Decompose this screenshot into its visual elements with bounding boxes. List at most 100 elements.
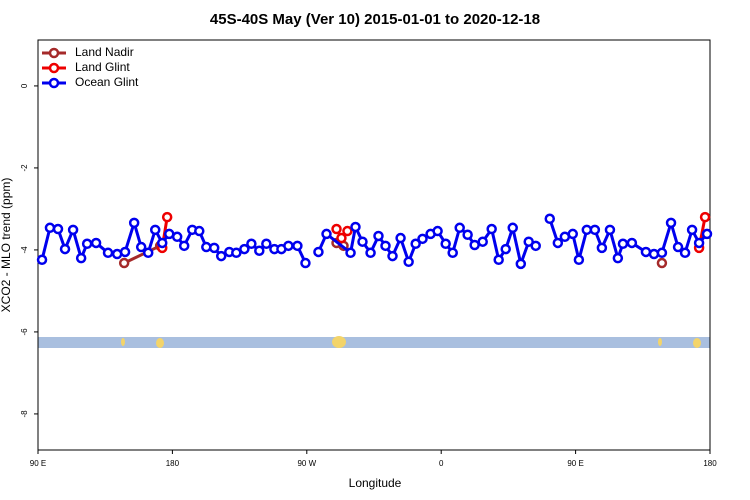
data-point [567, 228, 579, 240]
data-point [440, 238, 451, 250]
data-point [410, 238, 421, 250]
data-point [417, 233, 428, 245]
data-point [507, 222, 518, 234]
y-tick-label: -2 [20, 164, 29, 172]
data-point [342, 225, 353, 237]
y-tick-label: -8 [20, 410, 29, 418]
data-point [432, 225, 443, 237]
y-tick-label: -6 [20, 328, 29, 336]
data-point [656, 257, 668, 269]
y-axis-label: XCO2 - MLO trend (ppm) [0, 178, 13, 313]
data-point [194, 225, 205, 237]
data-point [544, 213, 556, 225]
data-point [552, 237, 564, 249]
data-point [178, 240, 190, 252]
data-point [81, 238, 93, 250]
data-point [373, 230, 384, 242]
data-point [596, 242, 608, 254]
data-point [604, 224, 616, 236]
data-point [462, 229, 473, 240]
data-point [686, 224, 698, 236]
data-point [128, 217, 140, 229]
x-tick-label: 90 E [567, 459, 583, 468]
chart-title: 45S-40S May (Ver 10) 2015-01-01 to 2020-… [210, 11, 540, 28]
data-point [581, 224, 593, 236]
y-tick-label: -4 [20, 246, 29, 254]
data-point [254, 245, 265, 256]
data-point [300, 257, 311, 269]
data-point [59, 243, 71, 255]
x-tick-label: 90 E [30, 459, 46, 468]
data-point [36, 254, 48, 266]
legend-marker [48, 62, 60, 74]
legend-marker [48, 47, 60, 59]
series-line [123, 244, 161, 265]
data-point [52, 223, 64, 235]
y-tick-label: 0 [20, 83, 29, 88]
data-point [626, 237, 638, 249]
plot-frame [37, 39, 711, 451]
data-point [500, 243, 511, 255]
data-point [345, 247, 356, 259]
x-tick-label: 90 W [297, 459, 316, 468]
x-tick-label: 180 [703, 459, 717, 468]
data-point [530, 240, 541, 252]
data-point [395, 232, 406, 244]
x-tick-label: 0 [439, 459, 444, 468]
data-point [102, 247, 114, 259]
data-point [118, 257, 130, 269]
data-point [208, 242, 220, 254]
data-point [515, 258, 527, 270]
data-point [387, 250, 398, 262]
data-point [679, 247, 691, 259]
data-point [672, 241, 684, 253]
data-point [261, 238, 272, 250]
data-point [171, 231, 183, 243]
legend-label: Land Glint [75, 60, 130, 74]
data-point [231, 247, 242, 259]
data-point [313, 246, 324, 258]
data-point [336, 232, 347, 244]
data-point [357, 236, 368, 247]
legend-marker [48, 77, 60, 89]
data-point [617, 238, 629, 250]
data-point [119, 246, 131, 258]
data-point [246, 238, 257, 250]
legend-label: Land Nadir [75, 45, 134, 59]
data-point [135, 241, 147, 253]
data-point [447, 247, 458, 259]
data-point [640, 246, 652, 258]
data-point [454, 222, 465, 234]
data-point [648, 248, 660, 260]
data-point [486, 223, 497, 235]
data-point [589, 224, 601, 236]
data-point [380, 240, 391, 252]
legend-label: Ocean Glint [75, 75, 139, 89]
data-point [331, 223, 342, 235]
data-point [90, 237, 102, 249]
x-axis-label: Longitude [349, 476, 402, 490]
data-point [161, 211, 173, 223]
data-point [67, 224, 79, 236]
x-tick-label: 180 [166, 459, 180, 468]
data-point [75, 252, 87, 264]
data-point [665, 217, 677, 229]
data-point [292, 240, 303, 252]
data-point [156, 237, 168, 249]
data-point [469, 239, 480, 251]
data-point [693, 237, 705, 249]
data-point [612, 252, 624, 264]
data-point [149, 224, 161, 236]
data-point [44, 222, 56, 234]
data-point [699, 211, 711, 223]
data-point [365, 247, 376, 259]
data-point [283, 240, 294, 252]
data-point [321, 228, 332, 240]
data-point [701, 228, 713, 240]
data-point [493, 254, 504, 266]
data-point [656, 247, 668, 259]
data-point [239, 243, 250, 255]
land-ocean-strip [38, 336, 710, 348]
data-point [215, 250, 227, 262]
